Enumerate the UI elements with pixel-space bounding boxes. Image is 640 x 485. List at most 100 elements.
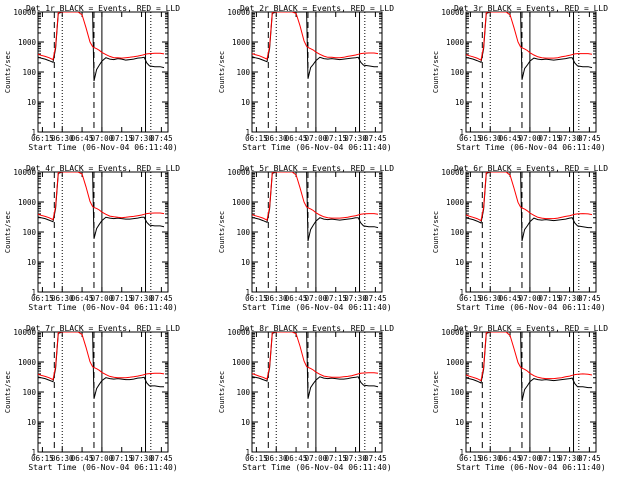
series-lld-line [466, 332, 593, 382]
y-tick-label: 10000 [441, 8, 464, 17]
chart-title: Det 2r BLACK = Events, RED = LLD [240, 4, 394, 13]
y-tick-label: 1000 [18, 198, 37, 207]
chart-title: Det 4r BLACK = Events, RED = LLD [26, 164, 180, 173]
y-tick-label: 10 [241, 258, 251, 267]
y-tick-label: 10000 [441, 328, 464, 337]
x-axis-label: Start Time (06-Nov-04 06:11:40) [242, 463, 391, 472]
x-tick-label: 06:15 [245, 294, 268, 303]
y-tick-label: 1 [459, 288, 464, 297]
x-axis-label: Start Time (06-Nov-04 06:11:40) [242, 143, 391, 152]
x-tick-label: 07:15 [538, 454, 561, 463]
y-tick-label: 1000 [232, 198, 251, 207]
x-tick-label: 07:00 [305, 134, 328, 143]
y-tick-label: 1000 [446, 358, 465, 367]
x-tick-label: 07:00 [519, 134, 542, 143]
x-tick-label: 07:15 [324, 294, 347, 303]
y-axis-label: Counts/sec [4, 211, 12, 253]
x-tick-label: 07:30 [130, 294, 153, 303]
x-axis-label: Start Time (06-Nov-04 06:11:40) [456, 463, 605, 472]
x-tick-label: 06:45 [71, 454, 94, 463]
y-tick-label: 1000 [232, 38, 251, 47]
x-axis-label: Start Time (06-Nov-04 06:11:40) [28, 463, 177, 472]
x-tick-label: 07:00 [91, 294, 114, 303]
chart-title: Det 3r BLACK = Events, RED = LLD [454, 4, 608, 13]
x-tick-label: 07:15 [110, 134, 133, 143]
series-lld-line [252, 332, 379, 380]
y-tick-label: 10000 [13, 328, 36, 337]
x-tick-label: 07:45 [150, 294, 173, 303]
x-tick-label: 06:30 [51, 134, 74, 143]
x-tick-label: 06:30 [51, 454, 74, 463]
series-lld-line [252, 12, 379, 60]
y-tick-label: 100 [22, 388, 36, 397]
x-tick-label: 07:30 [558, 454, 581, 463]
x-tick-label: 07:00 [519, 294, 542, 303]
x-tick-label: 07:30 [558, 134, 581, 143]
y-tick-label: 1 [245, 288, 250, 297]
chart-panel: 1 10 100 1000 10000 06:1506:3006:4507:0007:15… [432, 4, 608, 152]
x-tick-label: 06:30 [479, 134, 502, 143]
chart-title: Det 6r BLACK = Events, RED = LLD [454, 164, 608, 173]
x-tick-label: 07:15 [538, 294, 561, 303]
x-axis-label: Start Time (06-Nov-04 06:11:40) [456, 143, 605, 152]
series-lld-line [38, 172, 165, 221]
x-tick-label: 07:30 [344, 454, 367, 463]
x-tick-label: 06:30 [265, 294, 288, 303]
y-tick-label: 100 [22, 228, 36, 237]
y-axis-label: Counts/sec [218, 211, 226, 253]
y-tick-label: 10 [455, 98, 465, 107]
x-tick-label: 06:30 [479, 294, 502, 303]
x-tick-label: 06:30 [479, 454, 502, 463]
x-axis-label: Start Time (06-Nov-04 06:11:40) [456, 303, 605, 312]
x-tick-label: 06:45 [499, 294, 522, 303]
x-tick-label: 07:45 [364, 294, 387, 303]
x-tick-label: 07:30 [558, 294, 581, 303]
chart-panel: 1 10 100 1000 10000 06:1506:3006:4507:0007:15… [218, 164, 394, 312]
x-tick-label: 07:15 [110, 294, 133, 303]
x-tick-label: 06:45 [285, 134, 308, 143]
x-tick-label: 06:45 [285, 454, 308, 463]
y-tick-label: 100 [450, 388, 464, 397]
x-axis-label: Start Time (06-Nov-04 06:11:40) [242, 303, 391, 312]
chart-panel: 1 10 100 1000 10000 06:1506:3006:4507:0007:15… [218, 324, 394, 472]
x-tick-label: 06:45 [71, 134, 94, 143]
y-tick-label: 1 [245, 448, 250, 457]
x-tick-label: 06:30 [51, 294, 74, 303]
y-axis-label: Counts/sec [4, 371, 12, 413]
x-tick-label: 06:15 [245, 134, 268, 143]
x-tick-label: 07:45 [364, 454, 387, 463]
y-tick-label: 100 [236, 68, 250, 77]
y-tick-label: 10000 [13, 8, 36, 17]
y-tick-label: 10 [241, 418, 251, 427]
y-tick-label: 10 [455, 418, 465, 427]
y-tick-label: 10 [27, 98, 37, 107]
x-tick-label: 07:00 [519, 454, 542, 463]
y-tick-label: 1 [459, 128, 464, 137]
y-tick-label: 10000 [13, 168, 36, 177]
y-axis-label: Counts/sec [218, 51, 226, 93]
chart-title: Det 9r BLACK = Events, RED = LLD [454, 324, 608, 333]
x-tick-label: 07:45 [364, 134, 387, 143]
x-tick-label: 07:45 [150, 454, 173, 463]
series-lld-line [466, 12, 593, 61]
x-tick-label: 06:45 [285, 294, 308, 303]
x-tick-label: 07:30 [344, 294, 367, 303]
x-tick-label: 07:30 [130, 134, 153, 143]
x-tick-label: 06:15 [459, 294, 482, 303]
y-tick-label: 100 [236, 388, 250, 397]
x-tick-label: 06:15 [31, 294, 54, 303]
y-tick-label: 1000 [18, 358, 37, 367]
y-tick-label: 100 [22, 68, 36, 77]
series-events-line [38, 12, 165, 82]
x-tick-label: 07:30 [344, 134, 367, 143]
y-tick-label: 1000 [18, 38, 37, 47]
chart-title: Det 1r BLACK = Events, RED = LLD [26, 4, 180, 13]
chart-title: Det 7r BLACK = Events, RED = LLD [26, 324, 180, 333]
x-tick-label: 07:00 [91, 454, 114, 463]
x-tick-label: 07:15 [324, 454, 347, 463]
x-tick-label: 07:15 [538, 134, 561, 143]
x-tick-label: 07:30 [130, 454, 153, 463]
y-axis-label: Counts/sec [432, 211, 440, 253]
y-tick-label: 10000 [227, 8, 250, 17]
